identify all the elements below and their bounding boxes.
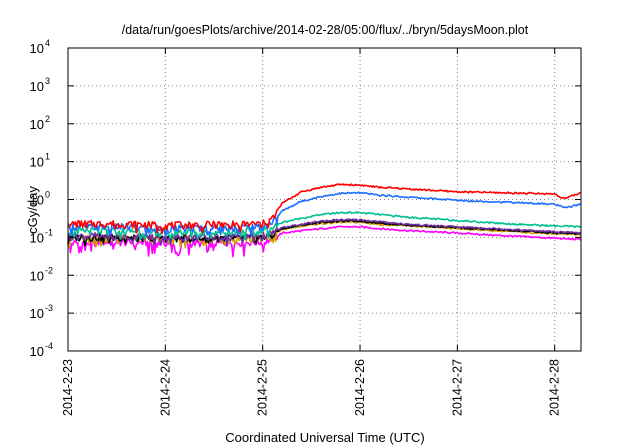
y-tick-label: 10 (30, 306, 44, 321)
y-tick-exponent: 0 (45, 190, 50, 200)
y-tick-exponent: -2 (45, 265, 53, 275)
x-tick-label: 2014-2-27 (450, 359, 464, 416)
x-tick-label: 2014-2-24 (158, 359, 172, 416)
y-tick-label: 10 (30, 155, 44, 170)
grid (67, 48, 581, 351)
x-axis-label: Coordinated Universal Time (UTC) (225, 430, 424, 445)
y-tick-exponent: 1 (45, 152, 50, 162)
y-tick-label: 10 (30, 79, 44, 94)
series-line (67, 191, 582, 238)
y-tick-exponent: -3 (45, 303, 53, 313)
y-tick-label: 10 (30, 193, 44, 208)
series-line (67, 183, 582, 235)
y-tick-label: 10 (30, 344, 44, 359)
y-tick-label: 10 (30, 117, 44, 132)
y-tick-exponent: -1 (45, 227, 53, 237)
y-tick-exponent: -4 (45, 341, 53, 351)
y-axis-label: cGy/day (25, 186, 40, 234)
y-tick-label: 10 (30, 268, 44, 283)
y-tick-exponent: 3 (45, 76, 50, 86)
x-tick-label: 2014-2-23 (61, 359, 75, 416)
y-tick-label: 10 (30, 41, 44, 56)
y-tick-exponent: 4 (45, 38, 50, 48)
chart-title: /data/run/goesPlots/archive/2014-02-28/0… (122, 23, 529, 37)
y-tick-exponent: 2 (45, 114, 50, 124)
x-tick-label: 2014-2-28 (548, 359, 562, 416)
x-tick-label: 2014-2-26 (353, 359, 367, 416)
x-ticks: 2014-2-23 2014-2-24 2014-2-25 2014-2-26 2014… (61, 48, 562, 416)
series-line (67, 218, 582, 246)
x-tick-label: 2014-2-25 (256, 359, 270, 416)
y-tick-label: 10 (30, 230, 44, 245)
series-layer (67, 183, 582, 258)
